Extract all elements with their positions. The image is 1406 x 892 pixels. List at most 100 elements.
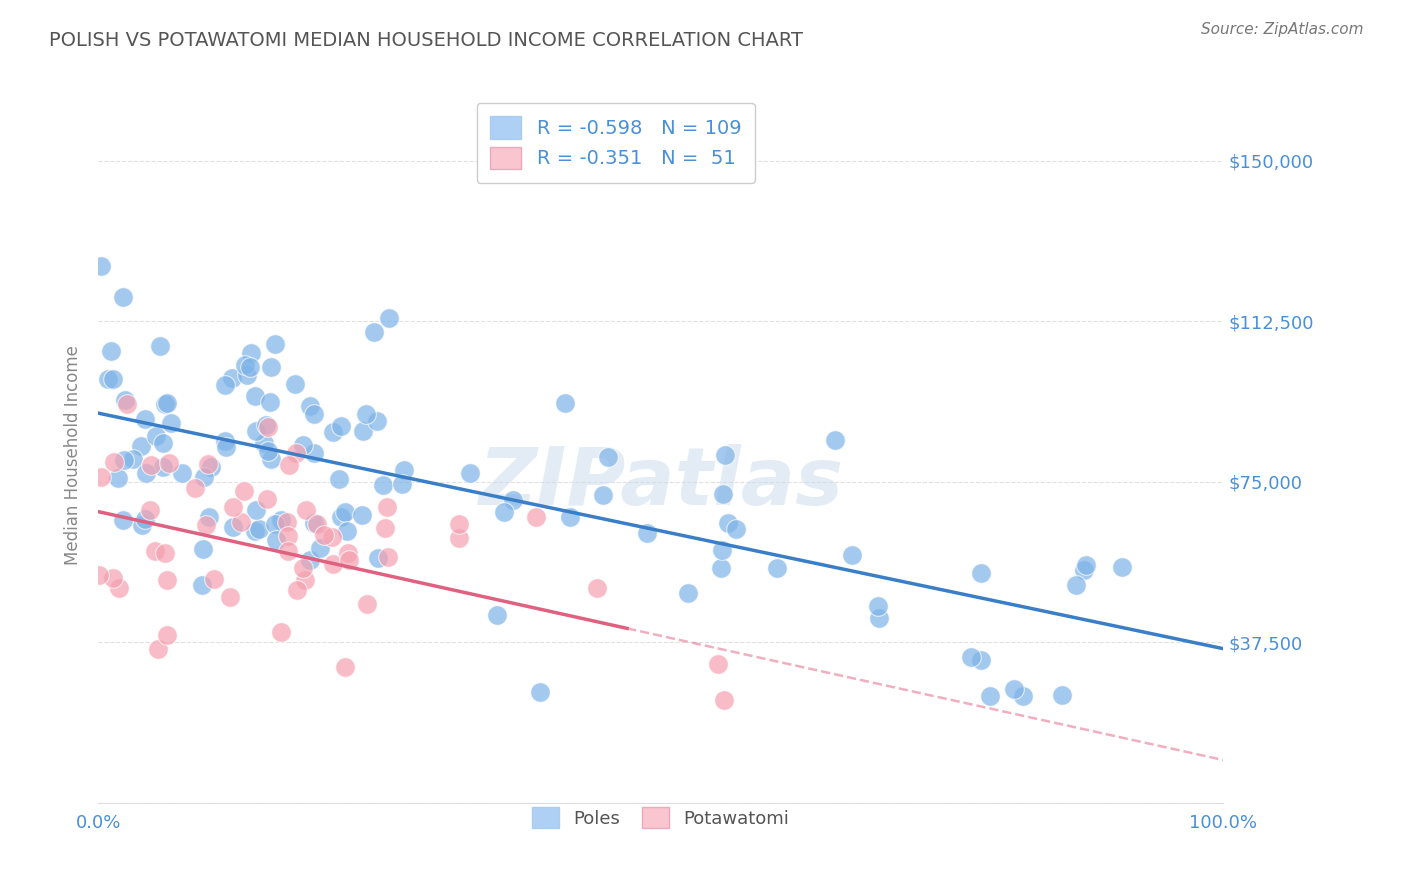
Point: [100, 344, 122, 359]
Point: [153, 546, 176, 560]
Point: [156, 573, 179, 587]
Point: [710, 560, 733, 574]
Point: [374, 521, 396, 535]
Point: [356, 597, 378, 611]
Point: [299, 553, 322, 567]
Point: [131, 440, 153, 454]
Point: [392, 463, 415, 477]
Point: [391, 476, 413, 491]
Point: [270, 513, 292, 527]
Point: [197, 457, 219, 471]
Point: [240, 345, 263, 359]
Point: [766, 560, 789, 574]
Point: [243, 389, 266, 403]
Point: [131, 518, 153, 533]
Point: [307, 516, 329, 531]
Point: [713, 693, 735, 707]
Point: [352, 424, 374, 438]
Point: [115, 397, 138, 411]
Point: [149, 339, 172, 353]
Point: [299, 399, 322, 413]
Point: [257, 444, 280, 458]
Point: [725, 522, 748, 536]
Point: [197, 510, 219, 524]
Point: [235, 358, 257, 372]
Point: [960, 650, 983, 665]
Point: [270, 625, 292, 640]
Point: [114, 393, 136, 408]
Point: [139, 502, 162, 516]
Point: [112, 453, 135, 467]
Point: [375, 500, 398, 515]
Point: [245, 503, 267, 517]
Point: [707, 657, 730, 672]
Point: [146, 642, 169, 657]
Point: [337, 553, 360, 567]
Text: ZIPatlas: ZIPatlas: [478, 443, 844, 522]
Point: [221, 371, 243, 385]
Point: [232, 484, 254, 499]
Point: [868, 611, 890, 625]
Point: [367, 550, 389, 565]
Point: [295, 503, 318, 517]
Point: [156, 396, 179, 410]
Point: [841, 548, 863, 562]
Point: [322, 557, 344, 571]
Point: [90, 259, 112, 273]
Point: [243, 524, 266, 538]
Point: [302, 516, 325, 530]
Point: [1073, 563, 1095, 577]
Point: [970, 566, 993, 581]
Point: [321, 530, 343, 544]
Point: [291, 438, 314, 452]
Point: [157, 456, 180, 470]
Point: [333, 505, 356, 519]
Point: [184, 481, 207, 495]
Point: [235, 368, 257, 383]
Point: [156, 628, 179, 642]
Point: [524, 509, 547, 524]
Point: [107, 471, 129, 485]
Point: [636, 526, 658, 541]
Point: [278, 458, 301, 472]
Point: [200, 460, 222, 475]
Point: [1012, 689, 1035, 703]
Point: [458, 467, 481, 481]
Text: Source: ZipAtlas.com: Source: ZipAtlas.com: [1201, 22, 1364, 37]
Point: [336, 524, 359, 538]
Point: [202, 572, 225, 586]
Point: [247, 522, 270, 536]
Point: [257, 419, 280, 434]
Point: [866, 599, 889, 613]
Point: [260, 452, 283, 467]
Point: [218, 590, 240, 604]
Point: [336, 546, 359, 560]
Point: [221, 520, 243, 534]
Point: [710, 543, 733, 558]
Point: [214, 440, 236, 454]
Point: [112, 290, 135, 304]
Point: [371, 478, 394, 492]
Point: [264, 533, 287, 547]
Point: [229, 515, 252, 529]
Point: [824, 433, 846, 447]
Point: [239, 359, 262, 374]
Point: [259, 395, 281, 409]
Point: [285, 446, 308, 460]
Point: [260, 359, 283, 374]
Point: [152, 435, 174, 450]
Point: [979, 689, 1001, 703]
Point: [492, 505, 515, 519]
Point: [277, 529, 299, 543]
Point: [302, 407, 325, 421]
Point: [1064, 578, 1087, 592]
Point: [193, 469, 215, 483]
Point: [277, 544, 299, 558]
Point: [529, 685, 551, 699]
Point: [322, 425, 344, 439]
Point: [101, 571, 124, 585]
Point: [354, 407, 377, 421]
Point: [302, 446, 325, 460]
Point: [713, 448, 735, 462]
Point: [560, 510, 582, 524]
